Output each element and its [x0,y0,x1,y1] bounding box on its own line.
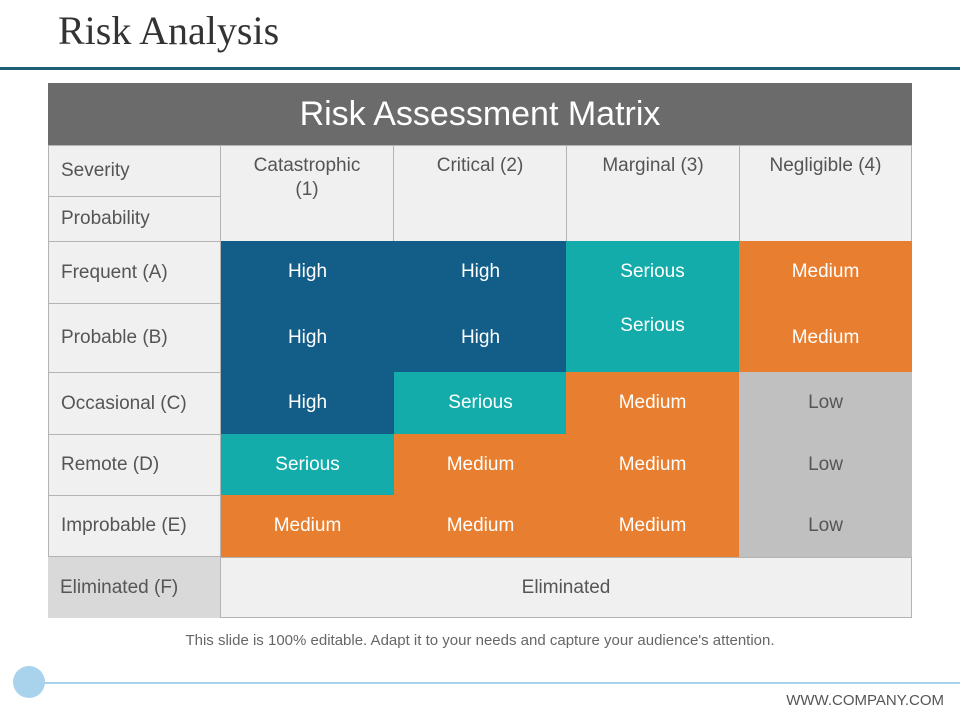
row-label-eliminated: Eliminated (F) [48,557,221,618]
risk-cell-e2: Medium [394,495,567,557]
row-label-improbable: Improbable (E) [48,495,221,557]
risk-cell-c3: Medium [566,372,739,434]
risk-cell-d2: Medium [394,434,567,495]
footer-website: WWW.COMPANY.COM [786,692,944,709]
row-label-frequent: Frequent (A) [48,241,221,304]
risk-cell-b1: High [221,303,394,372]
page-title: Risk Analysis [58,8,280,53]
risk-cell-e4: Low [739,495,912,557]
risk-cell-c4: Low [739,372,912,434]
eliminated-cell: Eliminated [220,557,912,618]
slide-footnote: This slide is 100% editable. Adapt it to… [185,632,775,649]
column-header-negligible: Negligible (4) [739,145,912,242]
risk-cell-c1: High [221,372,394,434]
risk-cell-a3: Serious [566,241,739,303]
risk-cell-e1: Medium [221,495,394,557]
footer-divider [30,682,960,684]
severity-label: Severity [48,145,221,197]
risk-cell-a2: High [394,241,567,303]
footer-circle-icon [13,666,45,698]
column-header-marginal: Marginal (3) [566,145,740,242]
title-divider [0,67,960,70]
risk-cell-d3: Medium [566,434,739,495]
risk-cell-a4: Medium [739,241,912,303]
risk-cell-b2: High [394,303,567,372]
risk-cell-a1: High [221,241,394,303]
column-header-catastrophic: Catastrophic (1) [220,145,394,242]
column-header-critical: Critical (2) [393,145,567,242]
row-label-occasional: Occasional (C) [48,372,221,435]
row-label-remote: Remote (D) [48,434,221,496]
risk-cell-c2: Serious [394,372,567,434]
row-label-probable: Probable (B) [48,303,221,373]
risk-cell-d1: Serious [221,434,394,495]
risk-cell-b3: Serious [566,303,739,372]
risk-cell-e3: Medium [566,495,739,557]
risk-cell-b4: Medium [739,303,912,372]
matrix-title: Risk Assessment Matrix [48,83,912,145]
risk-cell-d4: Low [739,434,912,495]
probability-label: Probability [48,196,221,242]
